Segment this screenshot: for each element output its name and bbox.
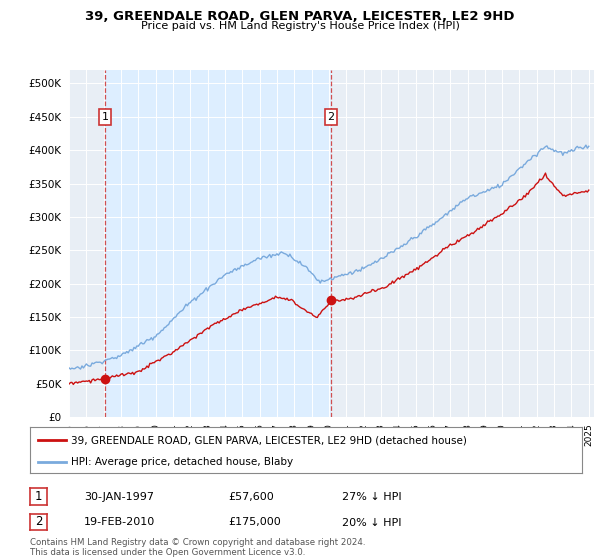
Text: 20% ↓ HPI: 20% ↓ HPI bbox=[342, 517, 401, 528]
Text: 39, GREENDALE ROAD, GLEN PARVA, LEICESTER, LE2 9HD (detached house): 39, GREENDALE ROAD, GLEN PARVA, LEICESTE… bbox=[71, 435, 467, 445]
Text: 2: 2 bbox=[328, 112, 335, 122]
Text: 19-FEB-2010: 19-FEB-2010 bbox=[84, 517, 155, 528]
Text: Price paid vs. HM Land Registry's House Price Index (HPI): Price paid vs. HM Land Registry's House … bbox=[140, 21, 460, 31]
Text: £175,000: £175,000 bbox=[228, 517, 281, 528]
Text: 2: 2 bbox=[35, 515, 42, 529]
Text: 27% ↓ HPI: 27% ↓ HPI bbox=[342, 492, 401, 502]
Text: 39, GREENDALE ROAD, GLEN PARVA, LEICESTER, LE2 9HD: 39, GREENDALE ROAD, GLEN PARVA, LEICESTE… bbox=[85, 10, 515, 23]
Text: 1: 1 bbox=[101, 112, 109, 122]
Text: HPI: Average price, detached house, Blaby: HPI: Average price, detached house, Blab… bbox=[71, 457, 293, 466]
Text: Contains HM Land Registry data © Crown copyright and database right 2024.
This d: Contains HM Land Registry data © Crown c… bbox=[30, 538, 365, 557]
Bar bbox=[105, 70, 331, 417]
Text: £57,600: £57,600 bbox=[228, 492, 274, 502]
Text: 30-JAN-1997: 30-JAN-1997 bbox=[84, 492, 154, 502]
Text: 1: 1 bbox=[35, 490, 42, 503]
